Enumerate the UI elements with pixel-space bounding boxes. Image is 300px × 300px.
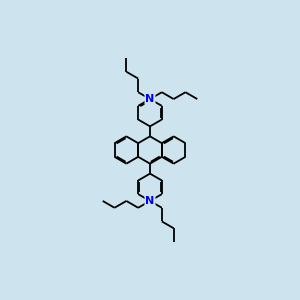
Text: N: N: [146, 196, 154, 206]
Text: N: N: [146, 94, 154, 104]
